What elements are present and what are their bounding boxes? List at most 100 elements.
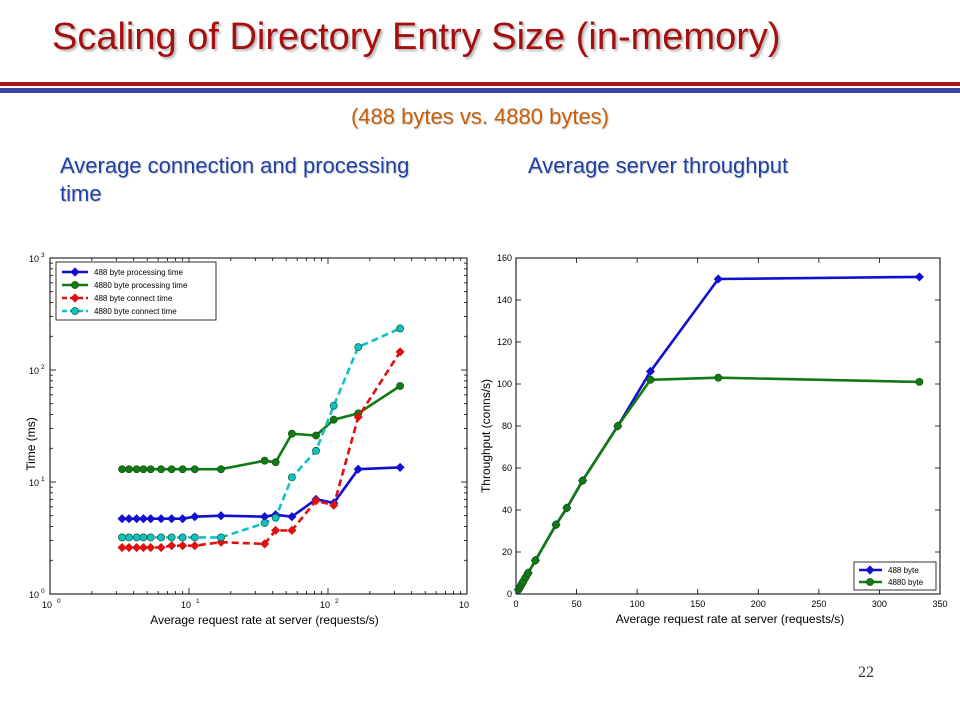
data-point <box>915 377 924 386</box>
data-point <box>288 473 296 482</box>
data-point <box>167 465 176 474</box>
y-tick-label: 140 <box>497 295 512 305</box>
x-tick-exponent: 2 <box>335 598 339 605</box>
data-point <box>312 431 320 440</box>
x-tick-label: 350 <box>932 599 947 609</box>
data-point <box>271 458 280 467</box>
data-point <box>524 569 533 577</box>
data-point <box>329 415 338 424</box>
y-tick-label: 80 <box>502 421 512 431</box>
data-point <box>125 465 133 474</box>
data-point <box>396 324 404 333</box>
data-point <box>562 503 571 512</box>
page-number: 22 <box>858 664 874 681</box>
data-point <box>190 541 200 551</box>
y-tick-label: 100 <box>497 379 512 389</box>
x-tick-exponent: 1 <box>196 598 200 605</box>
y-axis-label: Time (ms) <box>24 417 38 471</box>
data-point <box>117 514 127 524</box>
x-tick-label: 10 <box>320 600 330 610</box>
legend-marker <box>71 307 79 315</box>
data-point <box>217 465 225 474</box>
data-point <box>139 465 148 474</box>
legend-marker <box>866 578 874 586</box>
data-point <box>646 375 655 384</box>
y-tick-exponent: 0 <box>41 588 45 595</box>
x-tick-label: 300 <box>872 599 887 609</box>
data-point <box>288 429 296 438</box>
data-point <box>353 464 363 474</box>
legend-marker <box>70 267 80 277</box>
data-point <box>395 462 405 472</box>
data-point <box>156 514 166 524</box>
data-point <box>311 496 321 506</box>
data-point <box>178 465 187 474</box>
data-point <box>178 541 188 551</box>
slide-subtitle: (488 bytes vs. 4880 bytes) <box>350 104 610 129</box>
y-tick-label: 0 <box>507 589 512 599</box>
caption-left: Average connection and processing time <box>60 153 410 206</box>
x-tick-label: 10 <box>181 600 191 610</box>
title-rule-red <box>0 82 960 86</box>
x-tick-label: 150 <box>690 599 705 609</box>
legend-label: 488 byte processing time <box>94 268 183 277</box>
legend-label: 4880 byte <box>888 578 924 587</box>
data-point <box>167 533 176 542</box>
caption-right: Average server throughput <box>528 153 789 178</box>
data-point <box>138 514 148 524</box>
legend-marker <box>865 565 875 575</box>
data-point <box>713 274 723 284</box>
y-tick-exponent: 1 <box>41 476 45 483</box>
data-point <box>714 373 723 382</box>
data-point <box>287 512 297 522</box>
data-point <box>190 512 200 522</box>
data-point <box>132 514 142 524</box>
data-point <box>190 533 199 542</box>
y-tick-label: 120 <box>497 337 512 347</box>
x-tick-exponent: 0 <box>57 598 61 605</box>
data-point <box>552 520 560 529</box>
legend-box <box>853 561 937 591</box>
data-point <box>260 456 269 465</box>
data-point <box>271 513 280 522</box>
throughput-chart: 0 50 100 150 200 250 300 350 0 20 40 60 80 100 120 140 1… <box>479 253 948 626</box>
data-point <box>645 366 656 376</box>
x-axis-label: Average request rate at server (requests… <box>150 613 379 627</box>
y-tick-exponent: 3 <box>41 252 45 259</box>
data-point <box>132 465 141 474</box>
data-point <box>167 514 177 524</box>
data-point <box>914 272 924 282</box>
data-point <box>157 533 166 542</box>
data-point <box>613 422 622 430</box>
legend-label: 4880 byte processing time <box>94 281 188 290</box>
y-tick-label: 10 <box>29 478 39 488</box>
data-point <box>190 465 199 474</box>
data-point <box>118 533 126 542</box>
data-point <box>353 412 363 422</box>
data-point <box>260 519 269 527</box>
legend-label: 4880 byte connect time <box>94 307 177 316</box>
data-point <box>271 525 281 535</box>
data-point <box>354 343 363 352</box>
plot-frame <box>515 257 941 595</box>
legend-label: 488 byte <box>888 566 919 575</box>
x-tick-label: 10 <box>459 600 469 610</box>
data-point <box>531 556 540 565</box>
x-tick-label: 50 <box>572 599 582 609</box>
data-point <box>118 465 126 474</box>
data-point <box>260 539 270 549</box>
y-tick-label: 10 <box>29 254 39 264</box>
data-point <box>578 476 587 485</box>
data-point <box>146 465 155 474</box>
y-tick-label: 10 <box>29 366 39 376</box>
data-point <box>396 382 404 390</box>
legend-label: 488 byte connect time <box>94 294 173 303</box>
y-tick-label: 10 <box>29 590 39 600</box>
slide-title: Scaling of Directory Entry Size (in-memo… <box>52 16 781 58</box>
data-point <box>178 533 187 542</box>
data-point <box>156 542 166 553</box>
data-point <box>312 446 320 455</box>
data-point <box>117 542 127 553</box>
x-tick-label: 10 <box>42 600 52 610</box>
